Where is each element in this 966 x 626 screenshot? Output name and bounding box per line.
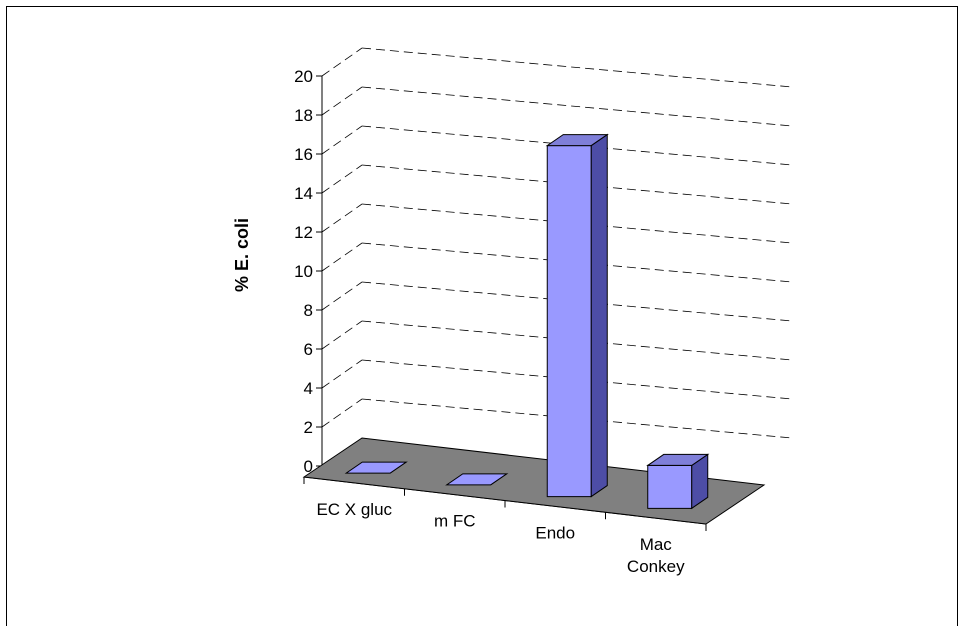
axes: 0 2 4 6 8 10 12 14 16 18 20 (294, 67, 707, 531)
x-tick-label: Endo (535, 523, 575, 542)
chart-frame (6, 6, 958, 626)
gridline-diag (321, 86, 363, 116)
labels: EC X gluc m FC Endo Mac Conkey (316, 500, 685, 576)
y-tick-label: 8 (304, 301, 313, 320)
x-tick-label: Mac Conkey (627, 535, 685, 576)
bar-top (445, 473, 509, 486)
y-tick-label: 0 (304, 457, 313, 476)
gridline-diag (321, 242, 363, 272)
bar-top (545, 134, 609, 147)
y-tick-label: 10 (294, 262, 313, 281)
bars (344, 133, 710, 510)
y-tick-label: 2 (304, 418, 313, 437)
gridline-diag (321, 47, 363, 77)
bar-front (546, 145, 592, 498)
gridline-diag (321, 203, 363, 233)
gridline-diag (321, 320, 363, 350)
gridline-diag (321, 359, 363, 389)
y-tick-label: 4 (304, 379, 313, 398)
y-tick-label: 6 (304, 340, 313, 359)
x-tick-label: EC X gluc (316, 500, 392, 519)
bar-top (646, 453, 710, 466)
x-tick-label: m FC (434, 512, 476, 531)
gridline-diag (321, 398, 363, 428)
gridline (361, 86, 793, 127)
gridline-diag (321, 125, 363, 155)
bar-side (590, 133, 608, 498)
y-tick-label: 14 (294, 184, 313, 203)
gridline-diag (321, 164, 363, 194)
y-tick-label: 20 (294, 67, 313, 86)
y-tick-label: 18 (294, 106, 313, 125)
gridline (361, 47, 793, 88)
y-tick-label: 16 (294, 145, 313, 164)
y-tick-label: 12 (294, 223, 313, 242)
gridline-diag (321, 281, 363, 311)
bar-top (344, 461, 408, 474)
bar-front (647, 464, 693, 509)
y-axis-title: % E. coli (232, 218, 252, 292)
